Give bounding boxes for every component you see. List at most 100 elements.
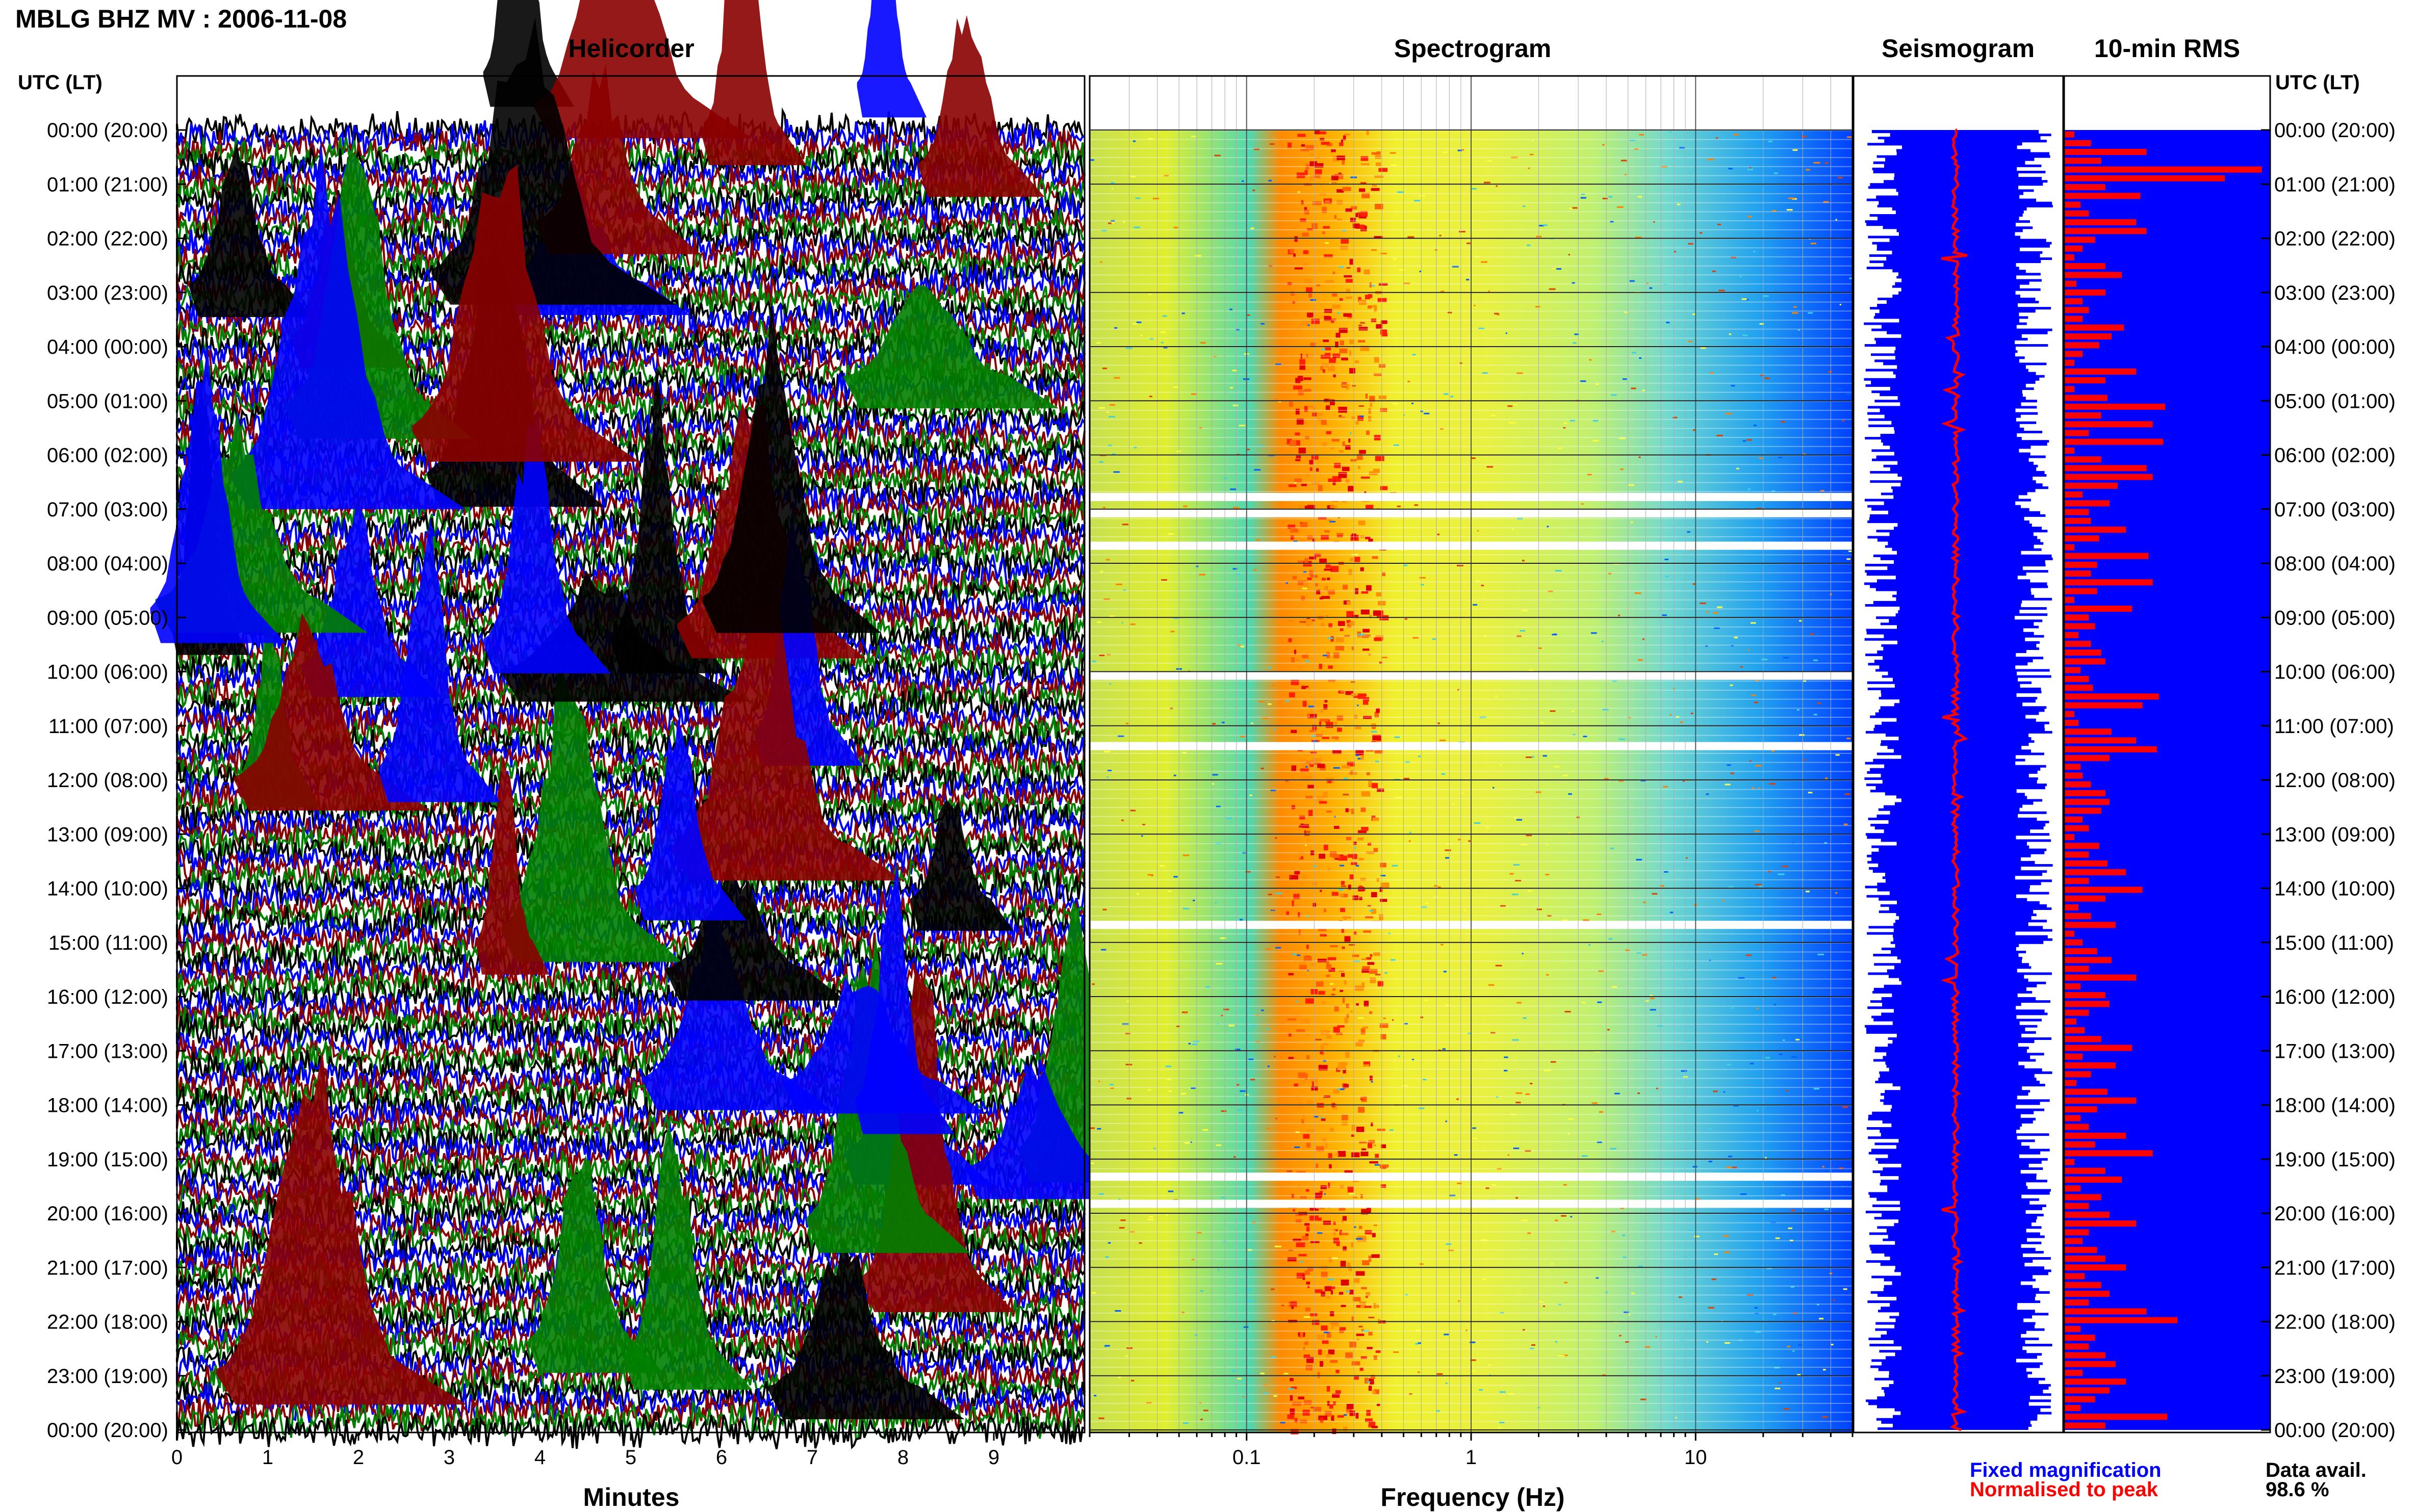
spectrogram-cell <box>1321 596 1330 599</box>
spectrogram-cell <box>1346 620 1351 623</box>
spectrogram-cell <box>1552 268 1555 270</box>
spectrogram-cell <box>1432 638 1436 640</box>
seismogram-envelope-right <box>2020 414 2063 419</box>
seismogram-envelope-left <box>1854 770 1867 774</box>
spectrogram-cell <box>1664 558 1669 560</box>
seismogram-envelope-right <box>2018 1061 2063 1065</box>
spectrogram-cell <box>1393 403 1399 405</box>
seismogram-envelope-right <box>2030 829 2063 833</box>
spectrogram-cell <box>1725 412 1732 414</box>
spectrogram-cell <box>1711 1279 1716 1281</box>
seismogram-envelope-left <box>1854 1185 1888 1189</box>
spectrogram-cell <box>1302 655 1308 659</box>
spectrogram-cell <box>1295 378 1301 384</box>
rms-bar <box>2064 263 2105 270</box>
seismogram-envelope-left <box>1854 213 1870 217</box>
seismogram-envelope-left <box>1854 1306 1881 1310</box>
seismogram-envelope-right <box>2040 1365 2063 1369</box>
seismogram-envelope-left <box>1854 1318 1896 1322</box>
seismogram-envelope-right <box>2024 975 2063 979</box>
seismogram-envelope-left <box>1854 1173 1881 1177</box>
spectrogram-cell <box>1341 139 1343 144</box>
spectrogram-cell <box>1759 323 1764 325</box>
spectrogram-cell <box>1142 824 1145 826</box>
spectrogram-cell <box>1808 312 1813 314</box>
rms-bar <box>2064 298 2083 304</box>
seismogram-envelope-right <box>2015 353 2063 357</box>
spectrogram-cell <box>1323 704 1328 710</box>
spectrogram-cell <box>1338 1065 1346 1070</box>
spectrogram-cell <box>1307 970 1309 971</box>
spectrogram-cell <box>1634 592 1641 594</box>
seismogram-envelope-right <box>2039 1337 2063 1341</box>
spectrogram-cell <box>1358 1039 1365 1043</box>
spectrogram-cell <box>1340 340 1344 346</box>
spectrogram-cell <box>1399 269 1405 271</box>
spectrogram-cell <box>1321 1118 1326 1121</box>
seismogram-envelope-right <box>2027 662 2063 666</box>
seismogram-envelope-left <box>1854 260 1870 264</box>
spectrogram-cell <box>1368 852 1375 854</box>
spectrogram-cell <box>1098 1417 1104 1419</box>
spectrogram-cell <box>1519 1294 1522 1296</box>
seismogram-envelope-right <box>2019 807 2063 812</box>
spectrogram-cell <box>1168 890 1171 892</box>
seismogram-envelope-left <box>1854 737 1899 741</box>
spectrogram-cell <box>1709 959 1711 961</box>
spectrogram-cell <box>1792 312 1798 314</box>
spectrogram-cell <box>1360 609 1370 615</box>
seismogram-envelope-left <box>1854 492 1881 496</box>
spectrogram-cell <box>1529 669 1533 671</box>
spectrogram-cell <box>1361 969 1369 973</box>
spectrogram-cell <box>1788 1227 1792 1229</box>
spectrogram-cell <box>1602 709 1609 711</box>
spectrogram-cell <box>1705 273 1708 275</box>
spectrogram-cell <box>1514 817 1517 819</box>
spectrogram-cell <box>1298 448 1306 454</box>
seismogram-envelope-right <box>2018 953 2063 957</box>
rms-bar <box>2064 869 2126 875</box>
seismogram-envelope-left <box>1854 981 1901 985</box>
seismogram-envelope-left <box>1854 839 1881 843</box>
seismogram-envelope-right <box>2019 424 2063 428</box>
spectrogram-cell <box>1267 1128 1271 1130</box>
seismogram-envelope-left <box>1854 1074 1880 1078</box>
seismogram-envelope-left <box>1854 1296 1897 1300</box>
spectrogram-cell <box>1791 1210 1795 1212</box>
spectrogram-cell <box>1374 373 1382 376</box>
spectrogram-cell <box>1538 1301 1544 1303</box>
rms-bar <box>2064 596 2075 603</box>
spectrogram-cell <box>1338 1062 1348 1065</box>
spectrogram-cell <box>1294 267 1303 270</box>
spectrogram-cell <box>1373 468 1380 473</box>
seismogram-envelope-right <box>2028 773 2063 777</box>
seismogram-envelope-left <box>1854 551 1897 555</box>
spectrogram-cell <box>1695 1198 1700 1200</box>
seismogram-envelope-right <box>2048 1387 2063 1391</box>
spectrogram-cell <box>1313 762 1322 765</box>
seismogram-envelope-right <box>2037 1417 2063 1421</box>
helicorder-tick-label: 4 <box>534 1446 546 1469</box>
spectrogram-cell <box>1688 243 1693 245</box>
spectrogram-cell <box>1323 1060 1326 1062</box>
rms-bar <box>2064 1159 2075 1165</box>
seismogram-envelope-left <box>1854 1176 1899 1180</box>
spectrogram-cell <box>1513 403 1518 405</box>
spectrogram-cell <box>1340 1088 1345 1090</box>
spectrogram-cell <box>1292 953 1297 955</box>
seismogram-envelope-right <box>2035 1321 2063 1325</box>
spectrogram-cell <box>1300 1080 1306 1085</box>
spectrogram-cell <box>1404 1023 1408 1025</box>
spectrogram-cell <box>1352 1180 1359 1182</box>
spectrogram-cell <box>1490 1032 1496 1034</box>
spectrogram-cell <box>1636 858 1642 861</box>
time-label-left: 00:00 (20:00) <box>47 119 168 142</box>
spectrogram-cell <box>1316 734 1323 737</box>
spectrogram-cell <box>1357 1017 1364 1019</box>
seismogram-envelope-left <box>1854 139 1885 143</box>
spectrogram-cell <box>1133 140 1136 142</box>
seismogram-envelope-left <box>1854 876 1883 880</box>
spectrogram-cell <box>1372 1390 1376 1394</box>
seismogram-envelope-right <box>2041 548 2063 552</box>
spectrogram-cell <box>1581 503 1584 505</box>
